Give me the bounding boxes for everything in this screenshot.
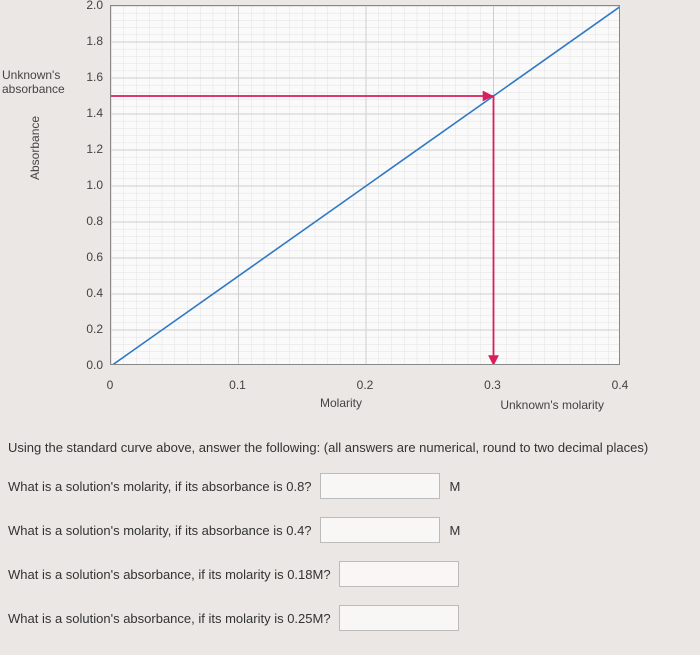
- chart-plot: [110, 5, 620, 365]
- x-tick-label: 0.4: [605, 378, 635, 392]
- unknown-molarity-label: Unknown's molarity: [500, 398, 604, 412]
- x-axis-label: Molarity: [320, 396, 362, 410]
- question-text: What is a solution's molarity, if its ab…: [8, 479, 312, 494]
- x-tick-label: 0.3: [478, 378, 508, 392]
- y-tick-label: 1.6: [73, 70, 103, 84]
- x-tick-label: 0: [95, 378, 125, 392]
- unit-label: M: [450, 479, 461, 494]
- x-tick-label: 0.2: [350, 378, 380, 392]
- y-tick-label: 2.0: [73, 0, 103, 12]
- chart-area: Absorbance Molarity Unknown'sabsorbance …: [0, 0, 700, 420]
- question-row: What is a solution's absorbance, if its …: [8, 561, 692, 587]
- y-tick-label: 0.0: [73, 358, 103, 372]
- question-text: What is a solution's absorbance, if its …: [8, 567, 331, 582]
- y-tick-label: 1.2: [73, 142, 103, 156]
- question-row: What is a solution's absorbance, if its …: [8, 605, 692, 631]
- y-tick-label: 1.4: [73, 106, 103, 120]
- unknown-absorbance-label: Unknown'sabsorbance: [2, 68, 65, 97]
- answer-input-2[interactable]: [320, 517, 440, 543]
- question-row: What is a solution's molarity, if its ab…: [8, 473, 692, 499]
- y-tick-label: 0.6: [73, 250, 103, 264]
- y-tick-label: 1.0: [73, 178, 103, 192]
- answer-input-4[interactable]: [339, 605, 459, 631]
- question-row: What is a solution's molarity, if its ab…: [8, 517, 692, 543]
- answer-input-3[interactable]: [339, 561, 459, 587]
- unit-label: M: [450, 523, 461, 538]
- answer-input-1[interactable]: [320, 473, 440, 499]
- questions-section: Using the standard curve above, answer t…: [8, 440, 692, 649]
- x-tick-label: 0.1: [223, 378, 253, 392]
- y-tick-label: 0.8: [73, 214, 103, 228]
- instruction-text: Using the standard curve above, answer t…: [8, 440, 692, 455]
- y-tick-label: 0.4: [73, 286, 103, 300]
- y-axis-label: Absorbance: [28, 116, 42, 180]
- y-tick-label: 0.2: [73, 322, 103, 336]
- y-tick-label: 1.8: [73, 34, 103, 48]
- question-text: What is a solution's absorbance, if its …: [8, 611, 331, 626]
- question-text: What is a solution's molarity, if its ab…: [8, 523, 312, 538]
